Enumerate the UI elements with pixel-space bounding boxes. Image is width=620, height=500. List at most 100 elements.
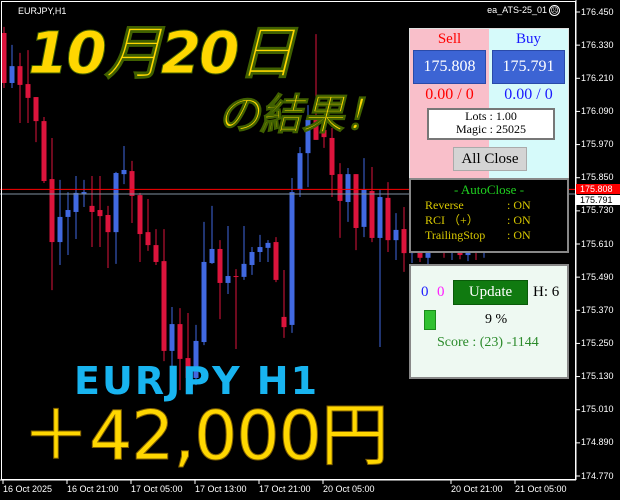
price-label: 175.730 [581, 205, 614, 216]
time-label: 20 Oct 05:00 [323, 484, 375, 494]
price-label: 176.330 [581, 39, 614, 50]
price-label: 174.770 [581, 470, 614, 481]
all-close-button[interactable]: All Close [453, 147, 527, 171]
buy-section: Buy 175.791 0.00 / 0 [489, 29, 568, 178]
price-label: 175.610 [581, 238, 614, 249]
candle-body [73, 192, 79, 212]
price-label: 174.890 [581, 437, 614, 448]
autoclose-item: Reverse : ON [411, 198, 567, 213]
price-label: 175.490 [581, 271, 614, 282]
candle-body [249, 252, 255, 265]
lots-value: Lots : 1.00 [465, 109, 517, 123]
item-label: TrailingStop [425, 228, 486, 242]
candle-body [57, 216, 63, 243]
price-label: 175.970 [581, 139, 614, 150]
frown-face-icon: ☹ [549, 5, 560, 16]
candle-body [161, 261, 167, 351]
chart-symbol-label: EURJPY,H1 [18, 6, 67, 16]
buy-button[interactable]: 175.791 [492, 50, 565, 84]
time-label: 17 Oct 13:00 [195, 484, 247, 494]
candle-body [297, 153, 303, 190]
score-text: Score : (23) -1144 [437, 335, 539, 350]
ea-name: ea_ATS-25_01 [487, 5, 547, 15]
overlay-result: の結果！ [217, 90, 387, 139]
item-value: : ON [507, 228, 531, 242]
count-magenta: 0 [437, 284, 445, 300]
candle-body [137, 195, 143, 235]
hours-label: H: 6 [533, 284, 560, 300]
candle-body [129, 171, 135, 196]
candle-body [145, 232, 151, 246]
price-label: 176.210 [581, 72, 614, 83]
candle-body [353, 174, 359, 228]
candle-body [169, 324, 175, 351]
candle-body [345, 174, 351, 203]
candle-body [49, 179, 55, 243]
lots-magic-box: Lots : 1.00 Magic : 25025 [427, 108, 555, 140]
candle-body [81, 192, 87, 195]
candle-body [105, 215, 111, 233]
candle-body [153, 245, 159, 262]
candle-body [313, 115, 319, 140]
candle-body [393, 229, 399, 241]
price-label: 175.370 [581, 304, 614, 315]
candle-body [209, 248, 215, 264]
candle-body [305, 119, 311, 154]
candle-body [361, 189, 367, 227]
price-label: 176.450 [581, 6, 614, 17]
candle-body [281, 316, 287, 328]
candle-body [401, 229, 407, 254]
candle-body [33, 97, 39, 122]
sell-pl: 0.00 / 0 [425, 86, 474, 103]
candle-body [257, 247, 263, 253]
candle-body [217, 248, 223, 283]
count-blue: 0 [421, 284, 429, 300]
price-label: 175.250 [581, 337, 614, 348]
candle-body [337, 174, 343, 201]
sell-button[interactable]: 175.808 [413, 50, 486, 84]
candle-body [241, 263, 247, 277]
candle-body [177, 324, 183, 359]
overlay-pair: EURJPY H1 [74, 359, 320, 403]
candle-body [25, 84, 31, 98]
time-label: 20 Oct 21:00 [451, 484, 503, 494]
candle-body [121, 169, 127, 175]
candle-body [329, 137, 335, 175]
item-label: Reverse [425, 198, 464, 212]
candle-body [377, 197, 383, 238]
candle-body [65, 210, 71, 217]
overlay-profit: ＋42,000円 [22, 397, 390, 476]
sell-section: Sell 175.808 0.00 / 0 [410, 29, 489, 178]
candle-body [321, 129, 327, 138]
candle-body [97, 210, 103, 217]
update-button[interactable]: Update [453, 280, 528, 305]
price-label: 176.090 [581, 105, 614, 116]
item-label: RCI （+） [425, 213, 479, 227]
sell-label: Sell [437, 31, 462, 47]
overlay-date: 10月20日 [27, 19, 295, 87]
candle-body [265, 242, 271, 248]
price-label: 175.850 [581, 172, 614, 183]
time-label: 21 Oct 05:00 [515, 484, 567, 494]
time-label: 17 Oct 21:00 [259, 484, 311, 494]
ask-price-tag: 175.808 [576, 184, 620, 194]
candle-body [225, 276, 231, 283]
buy-label: Buy [515, 31, 541, 47]
autoclose-item: RCI （+） : ON [411, 213, 567, 228]
magic-value: Magic : 25025 [456, 122, 526, 136]
item-value: : ON [507, 198, 531, 212]
price-label: 175.010 [581, 404, 614, 415]
candle-body [289, 192, 295, 325]
candle-body [185, 358, 191, 378]
info-panel: 0 0 Update H: 6 9 % Score : (23) -1144 [409, 264, 569, 379]
time-label: 17 Oct 05:00 [131, 484, 183, 494]
time-label: 16 Oct 21:00 [67, 484, 119, 494]
candle-body [201, 261, 207, 343]
candle-body [17, 66, 23, 85]
autoclose-title: - AutoClose - [453, 182, 525, 197]
buy-pl: 0.00 / 0 [504, 86, 553, 103]
item-value: : ON [507, 213, 531, 227]
candle-body [233, 276, 239, 278]
candle-body [193, 340, 199, 378]
autoclose-item: TrailingStop : ON [411, 228, 567, 243]
